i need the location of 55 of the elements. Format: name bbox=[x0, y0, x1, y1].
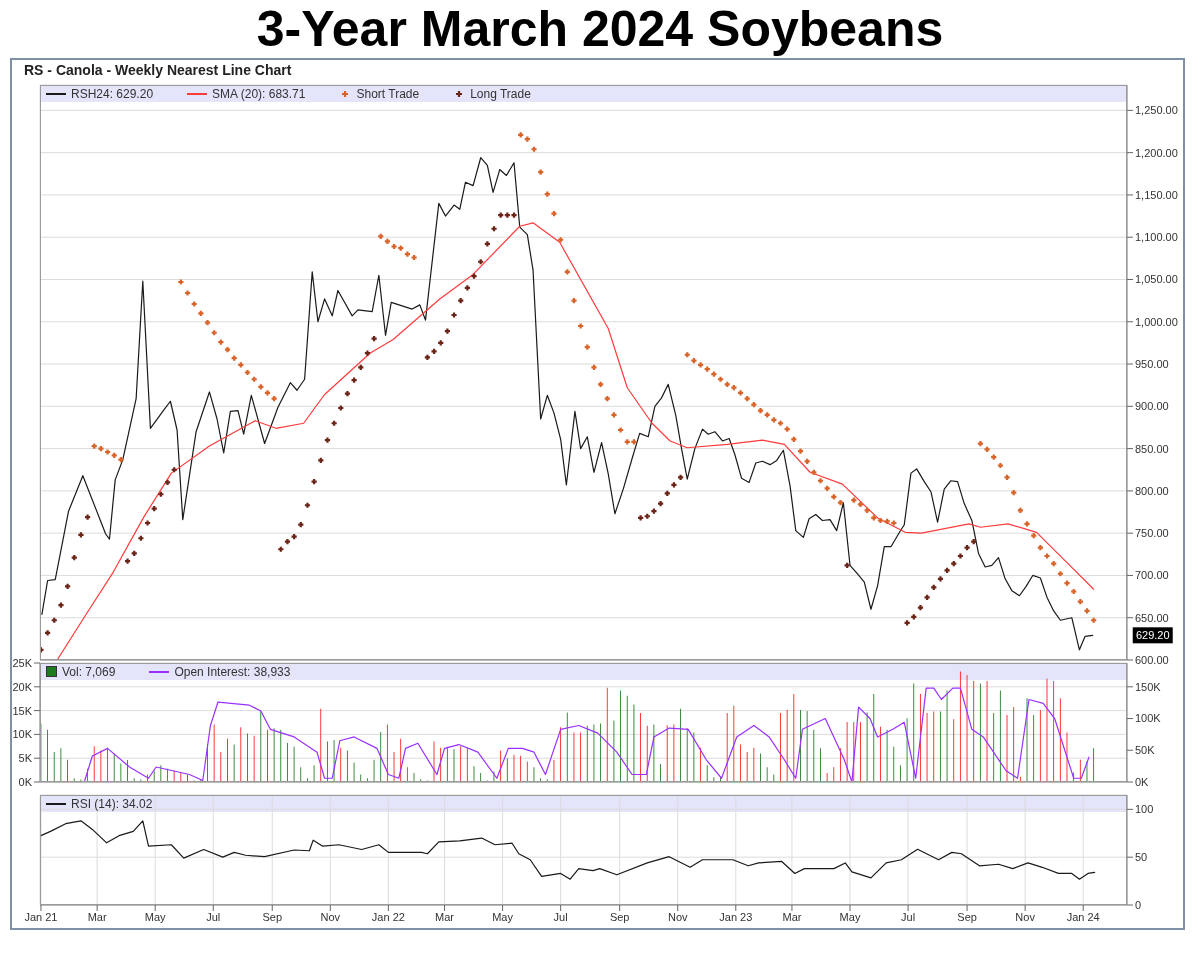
x-tick-label: Jul bbox=[901, 910, 916, 923]
legend-label: RSI (14): 34.02 bbox=[71, 796, 153, 811]
y-tick-label: 600.00 bbox=[1135, 653, 1169, 666]
y-tick-label: 800.00 bbox=[1135, 484, 1169, 497]
x-tick-label: Mar bbox=[87, 910, 107, 923]
y-tick-label: 750.00 bbox=[1135, 527, 1169, 540]
y2-tick-label: 150K bbox=[1135, 680, 1162, 693]
legend-label: Vol: 7,069 bbox=[62, 664, 116, 679]
y2-tick-label: 50K bbox=[1135, 744, 1156, 757]
y-tick-label: 10K bbox=[12, 728, 33, 741]
y-tick-label: 20K bbox=[12, 680, 33, 693]
x-tick-label: Mar bbox=[782, 910, 802, 923]
x-tick-label: Nov bbox=[320, 910, 341, 923]
y-tick-label: 25K bbox=[12, 656, 33, 669]
chart-title: 3-Year March 2024 Soybeans bbox=[255, 0, 945, 58]
x-tick-label: Nov bbox=[667, 910, 689, 923]
text: 629.20 bbox=[1135, 629, 1170, 642]
y-tick-label: 1,250.00 bbox=[1135, 104, 1178, 117]
x-tick-label: Nov bbox=[1015, 910, 1036, 923]
legend-label: Long Trade bbox=[470, 86, 531, 101]
x-tick-label: Sep bbox=[957, 910, 977, 923]
y-tick-label: 100 bbox=[1135, 803, 1154, 816]
chart-subtitle: RS - Canola - Weekly Nearest Line Chart bbox=[24, 62, 292, 78]
y-tick-label: 1,000.00 bbox=[1135, 315, 1178, 328]
y-tick-label: 900.00 bbox=[1135, 400, 1169, 413]
y-tick-label: 950.00 bbox=[1135, 357, 1169, 370]
y-tick-label: 5K bbox=[18, 752, 33, 765]
y-tick-label: 1,150.00 bbox=[1135, 188, 1178, 201]
legend-label: SMA (20): 683.71 bbox=[212, 86, 306, 101]
x-tick-label: May bbox=[144, 910, 167, 923]
y-tick-label: 850.00 bbox=[1135, 442, 1169, 455]
y-tick-label: 15K bbox=[12, 704, 33, 717]
x-tick-label: Sep bbox=[609, 910, 630, 923]
legend-label: RSH24: 629.20 bbox=[71, 86, 154, 101]
y-tick-label: 50 bbox=[1135, 851, 1148, 864]
x-tick-label: Jan 24 bbox=[1066, 910, 1100, 923]
x-tick-label: Jan 23 bbox=[719, 910, 753, 923]
x-tick-label: Mar bbox=[435, 910, 455, 923]
x-tick-label: Sep bbox=[262, 910, 283, 923]
legend-label: Open Interest: 38,933 bbox=[174, 664, 291, 679]
y-tick-label: 700.00 bbox=[1135, 569, 1169, 582]
y-tick-label: 0 bbox=[1135, 898, 1142, 911]
y2-tick-label: 100K bbox=[1135, 712, 1162, 725]
y-tick-label: 1,200.00 bbox=[1135, 146, 1178, 159]
x-tick-label: Jul bbox=[553, 910, 568, 923]
y-tick-label: 1,100.00 bbox=[1135, 231, 1178, 244]
x-tick-label: Jul bbox=[206, 910, 221, 923]
x-tick-label: Jan 21 bbox=[24, 910, 58, 923]
y-tick-label: 0K bbox=[18, 775, 33, 788]
y-tick-label: 650.00 bbox=[1135, 611, 1169, 624]
x-tick-label: Jan 22 bbox=[371, 910, 405, 923]
y-tick-label: 1,050.00 bbox=[1135, 273, 1178, 286]
x-tick-label: May bbox=[492, 910, 514, 923]
x-tick-label: May bbox=[839, 910, 861, 923]
legend-label: Short Trade bbox=[356, 86, 420, 101]
